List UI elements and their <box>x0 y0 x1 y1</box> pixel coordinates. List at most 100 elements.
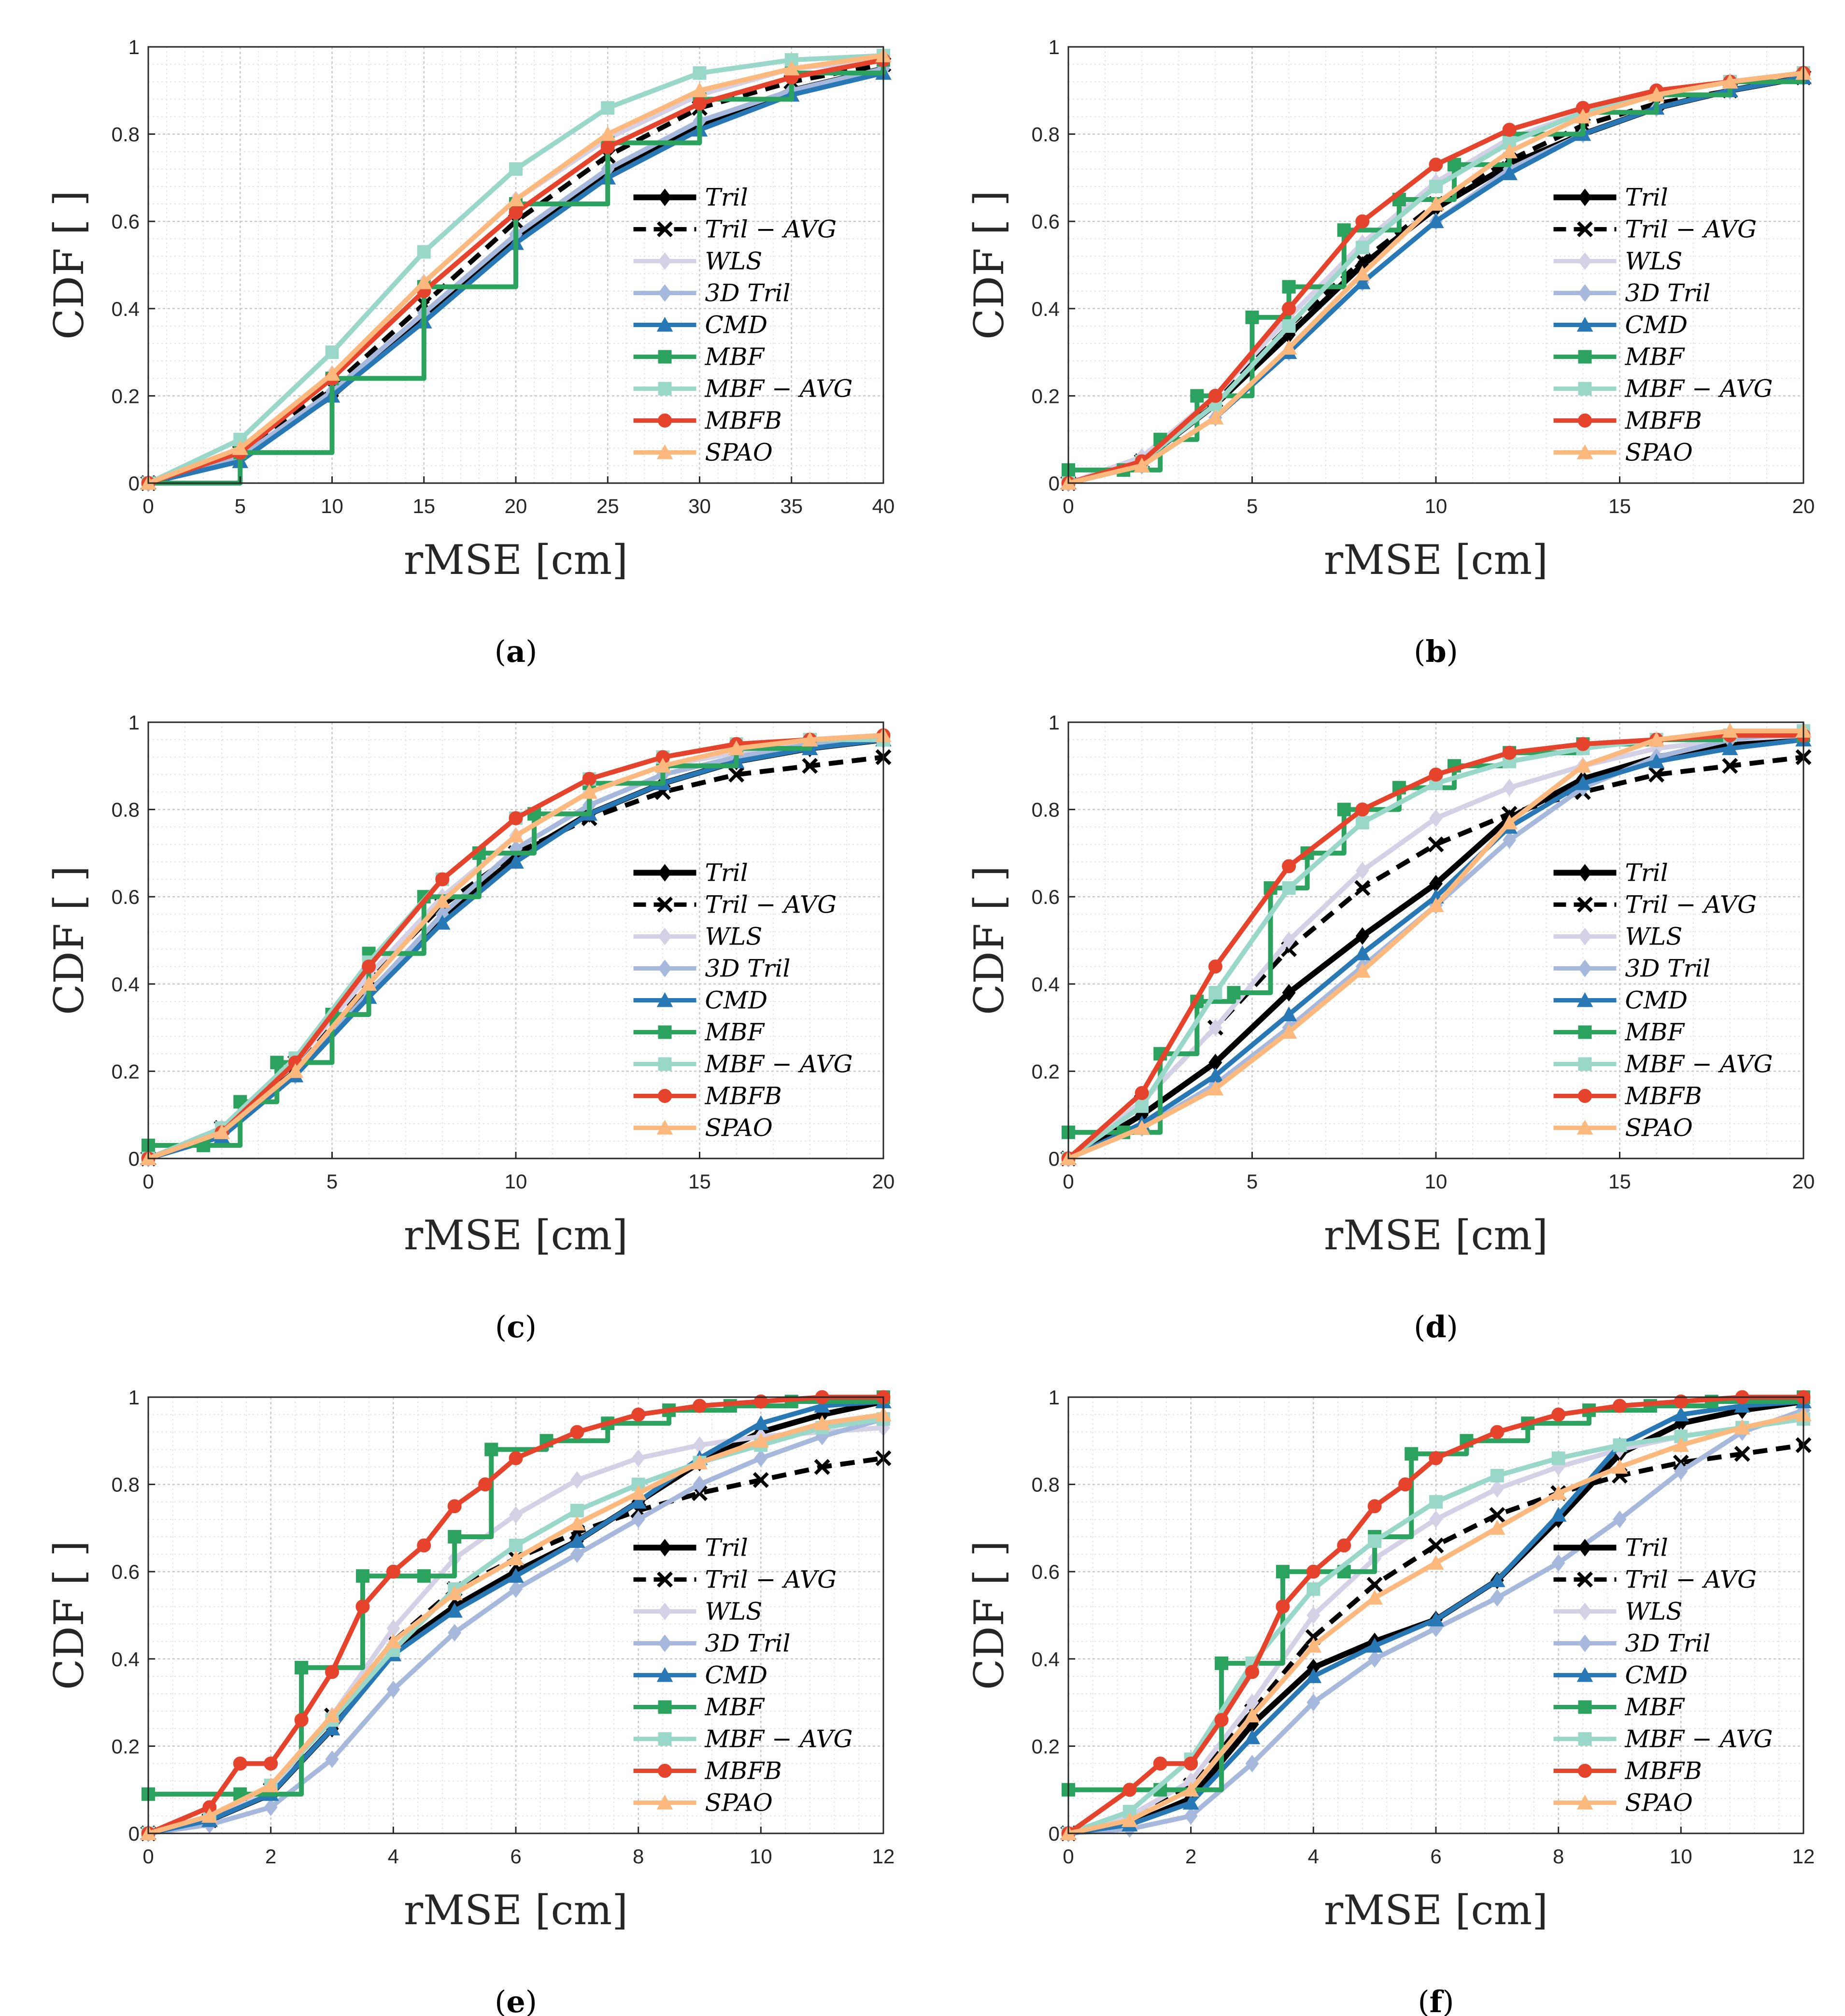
marker-mbfb <box>600 140 615 155</box>
legend-label: MBFB <box>705 407 782 435</box>
marker-mbfb <box>1245 1665 1259 1679</box>
legend-label: SPAO <box>1625 1789 1693 1817</box>
y-tick-label: 0.2 <box>112 385 140 407</box>
legend-item-cmd: CMD <box>1553 987 1688 1015</box>
marker-tril-avg <box>1489 1507 1505 1523</box>
legend-label: MBF <box>705 1693 766 1721</box>
marker-cmd <box>814 1398 830 1413</box>
legend-item-tril: Tril <box>633 184 748 212</box>
marker-mbf-avg <box>1282 881 1296 895</box>
marker-legend-3d-tril <box>658 959 672 977</box>
legend-item-mbfb: MBFB <box>633 407 782 435</box>
marker-mbfb <box>582 772 596 786</box>
x-axis-label: rMSE [cm] <box>1324 1212 1548 1259</box>
marker-legend-mbf <box>1578 350 1592 364</box>
legend-item-tril: Tril <box>1553 1534 1668 1562</box>
marker-tril-avg <box>1354 252 1371 269</box>
marker-legend-mbfb <box>658 1089 672 1103</box>
marker-mbfb <box>1674 1394 1688 1409</box>
marker-mbf-avg <box>509 162 523 176</box>
y-tick-label: 0.4 <box>112 1648 140 1671</box>
marker-legend-mbfb <box>658 1764 672 1778</box>
y-tick-label: 0.6 <box>1032 210 1060 233</box>
legend-label: MBFB <box>705 1757 782 1785</box>
legend-label: 3D Tril <box>705 279 791 307</box>
x-axis-label: rMSE [cm] <box>1324 536 1548 584</box>
legend-label: Tril <box>705 184 748 212</box>
x-tick-label: 15 <box>1608 1170 1631 1193</box>
marker-spao <box>1575 758 1591 773</box>
x-tick-label: 10 <box>1670 1845 1692 1868</box>
marker-cmd <box>1734 1398 1750 1413</box>
marker-3d-tril <box>693 1475 707 1493</box>
marker-mbfb <box>1551 1407 1566 1422</box>
marker-mbfb <box>1122 1783 1137 1797</box>
marker-legend-3d-tril <box>1578 1634 1592 1652</box>
chart-panel-b: 0 5 10 15 20 0 0.2 0.4 0.6 0.8 1 rMSE [cm] CDF [ ] Tr… <box>965 36 1815 669</box>
marker-mbfb <box>1282 301 1296 316</box>
legend-item-tril: Tril <box>633 1534 748 1562</box>
marker-cmd <box>1354 945 1371 960</box>
chart-panel-e: 0 2 4 6 8 10 12 0 0.2 0.4 0.6 0.8 1 rMSE [cm] CDF [ ] T… <box>45 1386 894 2016</box>
marker-mbfb <box>753 1394 768 1409</box>
marker-spao <box>1182 1781 1199 1797</box>
x-tick-label: 10 <box>750 1845 772 1868</box>
x-tick-label: 20 <box>1792 1170 1815 1193</box>
x-tick-label: 20 <box>1792 495 1815 517</box>
marker-spao <box>508 827 524 843</box>
marker-mbfb <box>325 1665 339 1679</box>
x-tick-label: 2 <box>265 1845 276 1868</box>
marker-tril-avg <box>1722 758 1738 774</box>
marker-spao <box>1280 340 1297 355</box>
legend-item-mbf: MBF <box>633 343 765 371</box>
marker-spao <box>1428 1555 1444 1570</box>
marker-mbfb <box>693 96 707 111</box>
marker-spao <box>446 1585 463 1601</box>
marker-mbf-avg <box>1208 986 1222 1000</box>
marker-spao <box>1501 814 1518 829</box>
legend-item-wls: WLS <box>1553 1598 1682 1626</box>
legend-label: CMD <box>705 987 768 1015</box>
marker-mbfb <box>294 1713 309 1727</box>
x-tick-label: 20 <box>505 495 527 517</box>
marker-legend-wls <box>658 928 672 945</box>
legend-label: Tril − AVG <box>705 891 837 919</box>
legend-label: WLS <box>1625 923 1683 951</box>
marker-legend-tril-avg <box>657 221 673 238</box>
panel-caption: (c) <box>495 1309 537 1344</box>
marker-legend-cmd <box>1576 992 1593 1007</box>
marker-mbf <box>1190 389 1204 403</box>
marker-spao <box>1722 73 1738 89</box>
marker-mbf-avg <box>1490 1469 1504 1483</box>
marker-wls <box>386 1619 400 1637</box>
marker-wls <box>1355 861 1369 880</box>
marker-spao <box>1575 108 1591 124</box>
marker-tril-avg <box>728 766 745 783</box>
marker-tril <box>1355 927 1369 945</box>
marker-legend-mbfb <box>1578 414 1592 428</box>
marker-cmd <box>1428 1611 1444 1627</box>
legend-label: MBF − AVG <box>705 1725 853 1753</box>
marker-mbfb <box>1355 802 1370 817</box>
legend-label: WLS <box>705 923 763 951</box>
legend-label: CMD <box>705 1661 768 1689</box>
y-tick-label: 0 <box>128 1147 140 1170</box>
marker-legend-cmd <box>656 316 673 332</box>
marker-mbfb <box>1502 745 1517 760</box>
marker-legend-tril-avg <box>657 1572 673 1588</box>
marker-mbfb <box>1502 123 1517 137</box>
y-tick-label: 0 <box>1049 472 1060 495</box>
marker-spao <box>262 1777 279 1792</box>
marker-mbf <box>1337 802 1351 816</box>
marker-cmd <box>1648 753 1665 769</box>
x-axis-label: rMSE [cm] <box>404 536 628 584</box>
marker-cmd <box>446 1602 463 1618</box>
marker-cmd <box>1182 1794 1199 1810</box>
marker-mbfb <box>435 872 450 886</box>
legend-label: WLS <box>1625 247 1683 275</box>
marker-3d-tril <box>1306 1693 1320 1712</box>
marker-3d-tril <box>1368 1650 1382 1668</box>
panel-caption: (b) <box>1414 634 1458 669</box>
marker-legend-tril-avg <box>1577 1572 1593 1588</box>
legend-item-cmd: CMD <box>1553 1661 1688 1689</box>
